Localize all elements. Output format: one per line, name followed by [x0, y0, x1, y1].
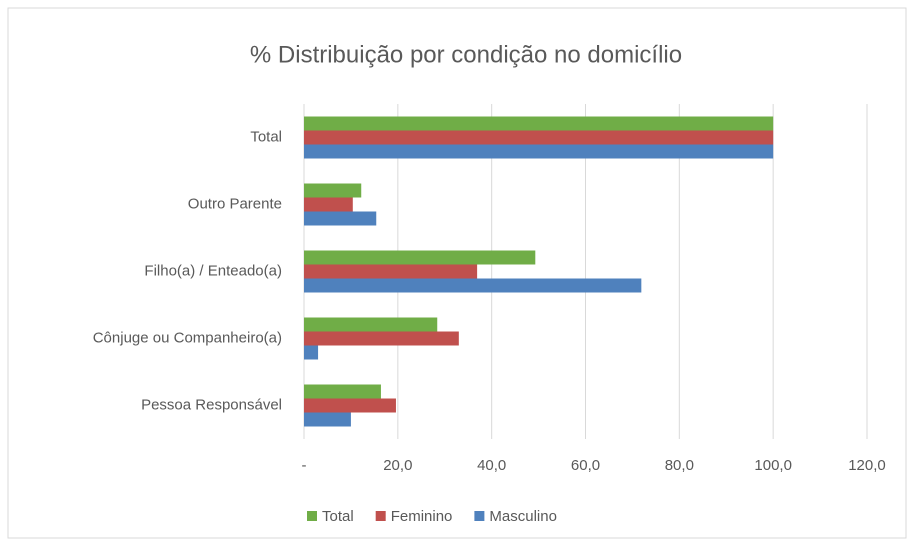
y-tick-label: Pessoa Responsável [141, 396, 282, 413]
x-tick-label: 120,0 [848, 457, 886, 474]
bar [304, 331, 459, 346]
x-tick-label: 80,0 [665, 457, 694, 474]
x-tick-label: 40,0 [477, 457, 506, 474]
bar [304, 116, 774, 131]
x-tick-label: - [302, 457, 307, 474]
bar [304, 384, 381, 399]
y-tick-label: Total [250, 128, 282, 145]
y-tick-label: Cônjuge ou Companheiro(a) [93, 329, 282, 346]
bar [304, 130, 774, 145]
bar [304, 398, 396, 413]
chart-title: % Distribuição por condição no domicílio [250, 41, 682, 68]
x-tick-label: 100,0 [754, 457, 792, 474]
legend-swatch [474, 511, 485, 521]
legend-label: Masculino [489, 508, 557, 525]
y-tick-label: Filho(a) / Enteado(a) [144, 262, 282, 279]
bar [304, 144, 774, 159]
bar [304, 183, 362, 198]
x-tick-label: 20,0 [383, 457, 412, 474]
y-tick-label: Outro Parente [188, 195, 282, 212]
bar [304, 412, 351, 427]
bar [304, 211, 377, 226]
legend-label: Feminino [391, 508, 453, 525]
x-tick-label: 60,0 [571, 457, 600, 474]
legend-label: Total [322, 508, 354, 525]
legend-swatch [307, 511, 317, 521]
legend-swatch [375, 511, 386, 521]
bar [304, 197, 353, 212]
bar [304, 317, 438, 332]
bar [304, 278, 642, 293]
bar [304, 345, 319, 360]
bar [304, 250, 536, 265]
bar [304, 264, 478, 279]
